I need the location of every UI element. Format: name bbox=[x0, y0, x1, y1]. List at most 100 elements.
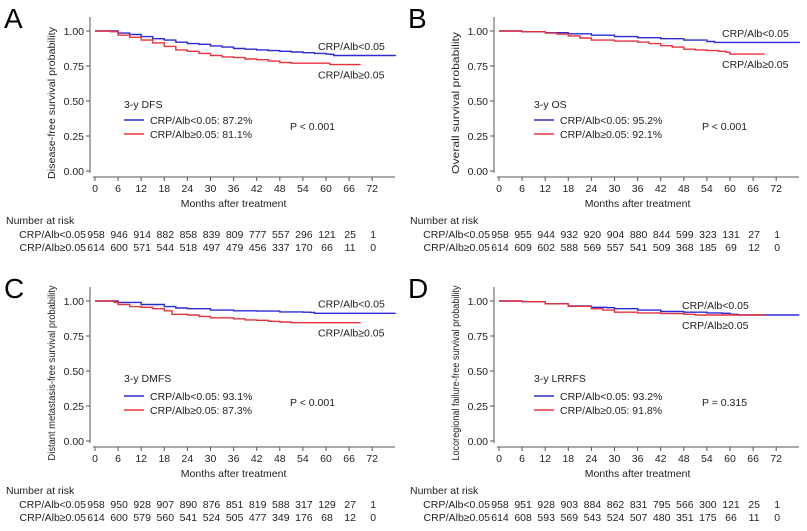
x-tick-label: 72 bbox=[366, 183, 378, 195]
km-panel-a: A 0.00 0.25 0.50 0.75 1.00 0 6 12 18 24 30 36 42 48 54 6… bbox=[0, 0, 403, 261]
y-tick-label: 0.00 bbox=[64, 166, 85, 178]
x-tick-label: 18 bbox=[158, 183, 170, 195]
legend-entry: CRP/Alb≥0.05: 92.1% bbox=[560, 129, 662, 141]
risk-count: 349 bbox=[272, 512, 290, 524]
risk-count: 958 bbox=[491, 229, 509, 241]
legend-entry: CRP/Alb<0.05: 93.2% bbox=[560, 391, 662, 403]
risk-count: 11 bbox=[345, 242, 356, 254]
risk-count: 560 bbox=[157, 512, 175, 524]
risk-count: 176 bbox=[295, 512, 313, 524]
curve-label-low: CRP/Alb<0.05 bbox=[318, 299, 385, 311]
risk-count: 569 bbox=[561, 512, 579, 524]
risk-count: 946 bbox=[110, 229, 128, 241]
y-tick-label: 0.50 bbox=[468, 366, 489, 378]
risk-count: 121 bbox=[722, 499, 740, 511]
risk-count: 958 bbox=[491, 499, 509, 511]
panel-letter: B bbox=[408, 3, 427, 34]
legend-title: 3-y DFS bbox=[124, 99, 163, 111]
risk-count: 614 bbox=[491, 242, 509, 254]
risk-count: 296 bbox=[295, 229, 313, 241]
x-tick-label: 18 bbox=[562, 453, 574, 465]
risk-count: 497 bbox=[203, 242, 221, 254]
x-tick-label: 6 bbox=[115, 183, 121, 195]
x-tick-label: 30 bbox=[205, 453, 217, 465]
km-panel-c: C 0.00 0.25 0.50 0.75 1.00 0 6 12 18 24 30 36 42 48 54 6… bbox=[0, 270, 403, 531]
x-tick-label: 36 bbox=[632, 453, 644, 465]
risk-count: 25 bbox=[344, 229, 356, 241]
x-tick-label: 0 bbox=[92, 453, 98, 465]
y-tick-label: 0.25 bbox=[64, 131, 85, 143]
risk-count: 12 bbox=[344, 512, 356, 524]
y-tick-label: 0.50 bbox=[64, 366, 85, 378]
risk-count: 928 bbox=[133, 499, 151, 511]
risk-count: 882 bbox=[157, 229, 175, 241]
x-tick-label: 54 bbox=[297, 183, 309, 195]
curve-label-low: CRP/Alb<0.05 bbox=[318, 41, 385, 53]
km-chart-svg: A 0.00 0.25 0.50 0.75 1.00 0 6 12 18 24 30 36 42 48 54 6… bbox=[4, 3, 396, 254]
x-tick-label: 60 bbox=[724, 453, 736, 465]
risk-count: 914 bbox=[133, 229, 151, 241]
risk-count: 557 bbox=[272, 229, 290, 241]
risk-count: 1 bbox=[774, 499, 780, 511]
x-tick-label: 54 bbox=[701, 183, 713, 195]
risk-count: 129 bbox=[318, 499, 336, 511]
y-tick-label: 0.25 bbox=[64, 401, 85, 413]
risk-count: 68 bbox=[321, 512, 333, 524]
km-curve-low bbox=[95, 30, 396, 57]
x-tick-label: 72 bbox=[366, 453, 378, 465]
x-tick-label: 24 bbox=[182, 183, 194, 195]
y-tick-label: 1.00 bbox=[64, 296, 85, 308]
x-axis-title: Months after treatment bbox=[585, 198, 691, 210]
y-tick-label: 0.50 bbox=[468, 96, 489, 108]
x-axis-title: Months after treatment bbox=[181, 468, 287, 480]
risk-row-label: CRP/Alb≥0.05 bbox=[20, 512, 87, 524]
curve-label-high: CRP/Alb≥0.05 bbox=[682, 320, 749, 332]
risk-table-header: Number at risk bbox=[410, 485, 479, 497]
y-axis-title: Distant metastasis-free survival probabi… bbox=[46, 285, 58, 461]
risk-count: 831 bbox=[630, 499, 648, 511]
x-tick-label: 48 bbox=[274, 183, 286, 195]
x-tick-label: 18 bbox=[158, 453, 170, 465]
curve-label-low: CRP/Alb<0.05 bbox=[722, 28, 789, 40]
x-tick-label: 48 bbox=[678, 453, 690, 465]
risk-count: 11 bbox=[749, 512, 760, 524]
x-tick-label: 42 bbox=[655, 453, 667, 465]
risk-row-label: CRP/Alb≥0.05 bbox=[424, 512, 491, 524]
x-tick-label: 66 bbox=[343, 183, 355, 195]
risk-count: 844 bbox=[653, 229, 671, 241]
risk-count: 66 bbox=[321, 242, 333, 254]
risk-count: 0 bbox=[774, 242, 780, 254]
risk-count: 951 bbox=[514, 499, 532, 511]
risk-count: 903 bbox=[561, 499, 579, 511]
x-tick-label: 12 bbox=[539, 183, 551, 195]
risk-count: 955 bbox=[514, 229, 532, 241]
risk-count: 809 bbox=[226, 229, 244, 241]
x-tick-label: 12 bbox=[135, 453, 147, 465]
legend-entry: CRP/Alb≥0.05: 81.1% bbox=[150, 129, 252, 141]
risk-count: 795 bbox=[653, 499, 671, 511]
risk-count: 0 bbox=[774, 512, 780, 524]
x-tick-label: 66 bbox=[343, 453, 355, 465]
x-tick-label: 6 bbox=[115, 453, 121, 465]
legend-entry: CRP/Alb<0.05: 87.2% bbox=[150, 115, 252, 127]
curve-label-low: CRP/Alb<0.05 bbox=[682, 300, 749, 312]
risk-count: 593 bbox=[537, 512, 555, 524]
km-chart-svg: C 0.00 0.25 0.50 0.75 1.00 0 6 12 18 24 30 36 42 48 54 6… bbox=[4, 273, 396, 524]
x-tick-label: 66 bbox=[747, 453, 759, 465]
x-tick-label: 6 bbox=[519, 453, 525, 465]
panel-letter: C bbox=[4, 273, 24, 304]
panel-letter: D bbox=[408, 273, 428, 304]
risk-count: 185 bbox=[699, 242, 717, 254]
risk-count: 907 bbox=[157, 499, 175, 511]
risk-count: 541 bbox=[180, 512, 198, 524]
risk-count: 27 bbox=[344, 499, 356, 511]
x-axis-title: Months after treatment bbox=[181, 198, 287, 210]
panel-letter: A bbox=[4, 3, 23, 34]
risk-count: 876 bbox=[203, 499, 221, 511]
x-tick-label: 42 bbox=[251, 183, 263, 195]
km-chart-svg: B 0.00 0.25 0.50 0.75 1.00 0 6 12 18 24 30 36 42 48 54 6… bbox=[408, 3, 800, 254]
risk-row-label: CRP/Alb<0.05 bbox=[423, 499, 490, 511]
risk-count: 609 bbox=[514, 242, 532, 254]
risk-row-label: CRP/Alb≥0.05 bbox=[20, 242, 87, 254]
risk-count: 351 bbox=[676, 512, 694, 524]
